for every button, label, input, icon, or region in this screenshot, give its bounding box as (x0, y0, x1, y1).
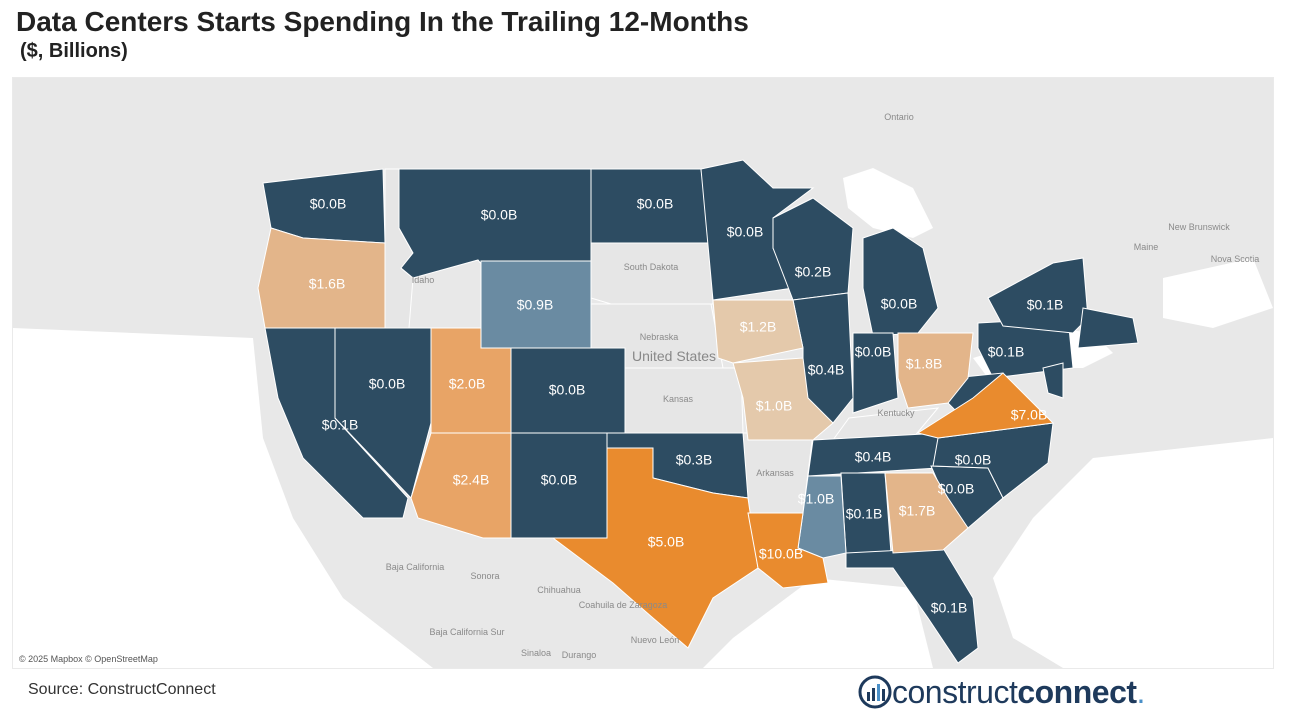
map-attribution[interactable]: © 2025 Mapbox © OpenStreetMap (19, 654, 158, 664)
value-label-nv: $0.0B (369, 376, 406, 392)
value-label-wa: $0.0B (310, 196, 347, 212)
gulf-of-mexico (703, 578, 933, 668)
label-durango: Durango (562, 650, 597, 660)
value-label-mo: $1.0B (756, 398, 793, 414)
state-virginia[interactable] (916, 372, 1055, 439)
label-new-brunswick: New Brunswick (1168, 222, 1230, 232)
value-label-nm: $0.0B (541, 472, 578, 488)
bar-chart-logo-icon (858, 675, 892, 709)
label-idaho: Idaho (412, 275, 435, 285)
state-south-dakota[interactable] (590, 242, 714, 305)
state-wyoming[interactable] (480, 260, 592, 349)
state-georgia[interactable] (884, 472, 969, 554)
state-missouri[interactable] (732, 357, 834, 441)
value-label-co: $0.0B (549, 382, 586, 398)
state-louisiana[interactable] (747, 512, 829, 589)
value-label-oh: $1.8B (906, 356, 943, 372)
lake-superior (843, 168, 933, 238)
value-label-ut: $2.0B (449, 376, 486, 392)
constructconnect-logo: constructconnect. (858, 672, 1145, 712)
state-texas[interactable] (551, 447, 759, 649)
value-label-va: $7.0B (1011, 407, 1048, 423)
value-label-il: $0.4B (808, 362, 845, 378)
gulf-st-lawrence (1163, 258, 1273, 328)
value-label-wy: $0.9B (517, 297, 554, 313)
label-baja-california-sur: Baja California Sur (429, 627, 504, 637)
label-kentucky: Kentucky (877, 408, 915, 418)
value-label-or: $1.6B (309, 276, 346, 292)
label-arkansas: Arkansas (756, 468, 794, 478)
value-label-nd: $0.0B (637, 196, 674, 212)
label-ontario: Ontario (884, 112, 914, 122)
logo-word-construct: construct (892, 673, 1018, 710)
state-iowa[interactable] (712, 299, 804, 364)
state-indiana[interactable] (852, 332, 899, 414)
atlantic-ocean (993, 438, 1273, 668)
pacific-ocean (13, 328, 433, 668)
value-label-mt: $0.0B (481, 207, 518, 223)
state-arizona[interactable] (410, 432, 512, 539)
label-sinaloa: Sinaloa (521, 648, 551, 658)
label-nuevo-leon: Nuevo León (631, 635, 680, 645)
value-label-sc: $0.0B (938, 481, 975, 497)
value-label-pa: $0.1B (988, 344, 1025, 360)
label-sonora: Sonora (470, 571, 499, 581)
value-label-ca: $0.1B (322, 417, 359, 433)
map-view[interactable]: Ontario New Brunswick Maine Nova Scotia … (12, 77, 1274, 669)
value-label-tn: $0.4B (855, 449, 892, 465)
state-new-england[interactable] (1077, 307, 1139, 349)
label-kansas: Kansas (663, 394, 694, 404)
value-label-nc: $0.0B (955, 452, 992, 468)
value-label-ny: $0.1B (1027, 297, 1064, 313)
value-label-ok: $0.3B (676, 452, 713, 468)
state-oregon[interactable] (257, 227, 386, 329)
choropleth-map[interactable]: Ontario New Brunswick Maine Nova Scotia … (13, 78, 1273, 668)
value-label-in: $0.0B (855, 344, 892, 360)
logo-dot: . (1136, 673, 1146, 710)
label-maine: Maine (1134, 242, 1159, 252)
value-label-ga: $1.7B (899, 503, 936, 519)
value-label-mn: $0.0B (727, 224, 764, 240)
logo-word-connect: connect (1017, 673, 1137, 710)
label-united-states: United States (632, 348, 716, 364)
source-note: Source: ConstructConnect (28, 681, 216, 698)
label-nebraska: Nebraska (640, 332, 679, 342)
value-label-az: $2.4B (453, 472, 490, 488)
value-label-ia: $1.2B (740, 319, 777, 335)
label-south-dakota: South Dakota (624, 262, 679, 272)
state-florida[interactable] (845, 547, 979, 664)
state-nevada[interactable] (334, 327, 432, 499)
map-subtitle: ($, Billions) (20, 40, 128, 62)
label-chihuahua: Chihuahua (537, 585, 581, 595)
value-label-mi: $0.0B (881, 296, 918, 312)
value-label-tx: $5.0B (648, 534, 685, 550)
state-new-jersey[interactable] (1042, 362, 1064, 399)
value-label-la: $10.0B (759, 546, 803, 562)
label-nova-scotia: Nova Scotia (1211, 254, 1260, 264)
logo-wordmark: constructconnect. (892, 674, 1145, 711)
value-label-ms: $1.0B (798, 491, 835, 507)
state-michigan[interactable] (862, 227, 939, 337)
value-label-wi: $0.2B (795, 264, 832, 280)
map-title: Data Centers Starts Spending In the Trai… (16, 6, 749, 37)
label-coahuila: Coahuila de Zaragoza (579, 600, 668, 610)
value-label-al: $0.1B (846, 506, 883, 522)
state-ohio[interactable] (897, 332, 974, 409)
value-label-fl: $0.1B (931, 600, 968, 616)
label-baja-california: Baja California (386, 562, 445, 572)
